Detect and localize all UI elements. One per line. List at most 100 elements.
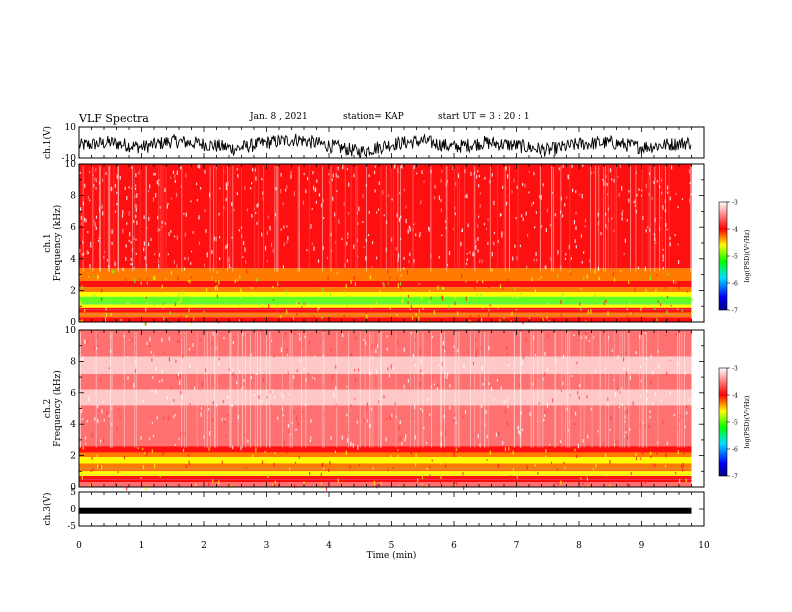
spectrogram-pixel — [518, 431, 520, 433]
spectrogram-pixel — [625, 431, 627, 434]
spectrogram-pixel — [413, 223, 415, 226]
spectrogram-pixel — [168, 357, 171, 362]
spectrogram-pixel — [390, 455, 392, 460]
spectrogram-pixel — [314, 280, 316, 286]
spectrogram-pixel — [446, 372, 449, 377]
spectrogram-pixel — [681, 309, 683, 312]
spectrogram-pixel — [264, 450, 266, 453]
spectrogram-pixel — [385, 437, 387, 442]
spectrogram-pixel — [559, 440, 562, 444]
spectrogram-pixel — [497, 305, 499, 309]
spectrogram-pixel — [417, 478, 419, 482]
spectrogram-pixel — [566, 196, 568, 199]
spectrogram-pixel — [528, 317, 530, 320]
spectrogram-pixel — [556, 478, 558, 484]
spectrogram-pixel — [143, 241, 145, 246]
spectrogram-pixel — [390, 364, 392, 369]
spectrogram-pixel — [92, 303, 94, 307]
spectrogram-pixel — [507, 174, 509, 179]
spectrogram-pixel — [180, 390, 182, 395]
spectrogram-pixel — [235, 381, 238, 384]
spectrogram-pixel — [266, 230, 268, 235]
spectrogram-pixel — [269, 225, 271, 231]
spectrogram-pixel — [490, 387, 493, 392]
spectrogram-pixel — [329, 291, 331, 296]
spectrogram-pixel — [397, 341, 399, 346]
spectrogram-pixel — [512, 296, 514, 299]
spectrogram-pixel — [580, 306, 582, 312]
spectrogram-pixel — [240, 288, 242, 292]
spectrogram-pixel — [460, 241, 462, 247]
y-tick-label: 0 — [70, 505, 76, 515]
spectrogram-pixel — [353, 275, 355, 280]
spectrogram-pixel — [251, 287, 253, 290]
spectrogram-pixel — [428, 289, 431, 294]
spectrogram-pixel — [649, 415, 651, 419]
spectrogram-pixel — [526, 265, 528, 269]
spectrogram-pixel — [685, 478, 687, 482]
spectrogram-pixel — [116, 427, 118, 431]
spectrogram-pixel — [457, 173, 460, 179]
spectrogram-pixel — [418, 283, 420, 285]
spectrogram-pixel — [594, 293, 596, 298]
spectrogram-pixel — [571, 374, 573, 378]
spectrogram-pixel — [203, 263, 206, 267]
spectrogram-pixel — [301, 411, 304, 414]
spectrogram-pixel — [313, 246, 315, 251]
station-label: station= KAP — [343, 112, 404, 122]
spectrogram-pixel — [372, 467, 374, 470]
spectrogram-pixel — [545, 449, 547, 453]
y-tick-label: 0 — [70, 318, 76, 328]
spectrogram-pixel — [104, 292, 107, 296]
spectrogram-pixel — [513, 178, 515, 183]
spectrogram-band — [79, 452, 692, 458]
spectrogram-pixel — [683, 453, 685, 455]
spectrogram-pixel — [119, 415, 121, 418]
spectrogram-pixel — [162, 452, 164, 456]
spectrogram-pixel — [108, 265, 110, 268]
spectrogram-pixel — [574, 448, 576, 452]
spectrogram-pixel — [231, 202, 233, 207]
spectrogram-pixel — [346, 241, 348, 246]
spectrogram-pixel — [111, 229, 113, 234]
spectrogram-pixel — [614, 308, 616, 312]
spectrogram-pixel — [97, 276, 99, 279]
spectrogram-pixel — [470, 172, 472, 176]
spectrogram-pixel — [283, 335, 285, 338]
spectrogram-pixel — [205, 229, 207, 233]
spectrogram-band — [79, 304, 692, 308]
spectrogram-pixel — [632, 401, 634, 406]
spectrogram-pixel — [554, 213, 556, 217]
spectrogram-pixel — [669, 236, 671, 240]
spectrogram-pixel — [419, 350, 421, 354]
spectrogram-pixel — [486, 435, 488, 439]
spectrogram-pixel — [505, 294, 508, 300]
spectrogram-pixel — [405, 434, 407, 439]
spectrogram-pixel — [350, 441, 352, 447]
spectrogram-pixel — [365, 309, 368, 314]
spectrogram-pixel — [100, 439, 102, 443]
spectrogram-pixel — [137, 447, 139, 449]
spectrogram-pixel — [232, 368, 234, 371]
spectrogram-pixel — [483, 223, 485, 226]
spectrogram-pixel — [660, 399, 662, 403]
spectrogram-band — [79, 482, 692, 487]
spectrogram-pixel — [283, 242, 285, 247]
spectrogram-pixel — [618, 192, 620, 197]
spectrogram-pixel — [621, 212, 623, 216]
spectrogram-pixel — [147, 242, 150, 247]
spectrogram-pixel — [464, 410, 467, 414]
spectrogram-pixel — [648, 424, 650, 429]
x-tick-label: 3 — [264, 541, 270, 551]
spectrogram-pixel — [295, 302, 297, 306]
spectrogram-pixel — [142, 447, 144, 450]
spectrogram-pixel — [81, 450, 83, 453]
spectrogram-pixel — [367, 233, 370, 237]
spectrogram-pixel — [311, 242, 313, 246]
spectrogram-pixel — [230, 403, 232, 407]
y-tick-label: 6 — [70, 389, 76, 399]
spectrogram-pixel — [434, 184, 436, 189]
spectrogram-pixel — [193, 316, 195, 321]
spectrogram-pixel — [453, 419, 455, 423]
spectrogram-pixel — [595, 296, 597, 302]
